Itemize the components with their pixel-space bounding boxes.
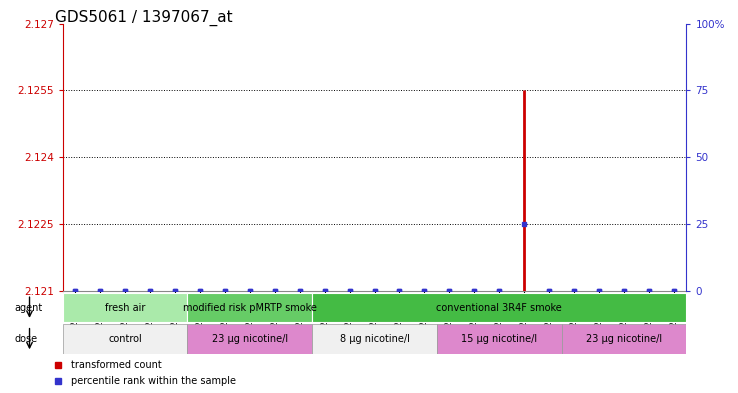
Bar: [312, 324, 437, 354]
Text: dose: dose: [15, 334, 38, 344]
Bar: [63, 324, 187, 354]
Bar: [187, 293, 312, 322]
Text: 23 μg nicotine/l: 23 μg nicotine/l: [586, 334, 662, 344]
Text: GDS5061 / 1397067_at: GDS5061 / 1397067_at: [55, 10, 233, 26]
Bar: [312, 293, 686, 322]
Bar: [437, 324, 562, 354]
Text: 8 μg nicotine/l: 8 μg nicotine/l: [339, 334, 410, 344]
Text: modified risk pMRTP smoke: modified risk pMRTP smoke: [183, 303, 317, 312]
Text: 15 μg nicotine/l: 15 μg nicotine/l: [461, 334, 537, 344]
Text: fresh air: fresh air: [105, 303, 145, 312]
Text: control: control: [108, 334, 142, 344]
Text: conventional 3R4F smoke: conventional 3R4F smoke: [436, 303, 562, 312]
Text: transformed count: transformed count: [71, 360, 162, 371]
Bar: [63, 293, 187, 322]
Text: percentile rank within the sample: percentile rank within the sample: [71, 376, 236, 386]
Bar: [562, 324, 686, 354]
Bar: [187, 324, 312, 354]
Text: agent: agent: [15, 303, 43, 312]
Text: 23 μg nicotine/l: 23 μg nicotine/l: [212, 334, 288, 344]
